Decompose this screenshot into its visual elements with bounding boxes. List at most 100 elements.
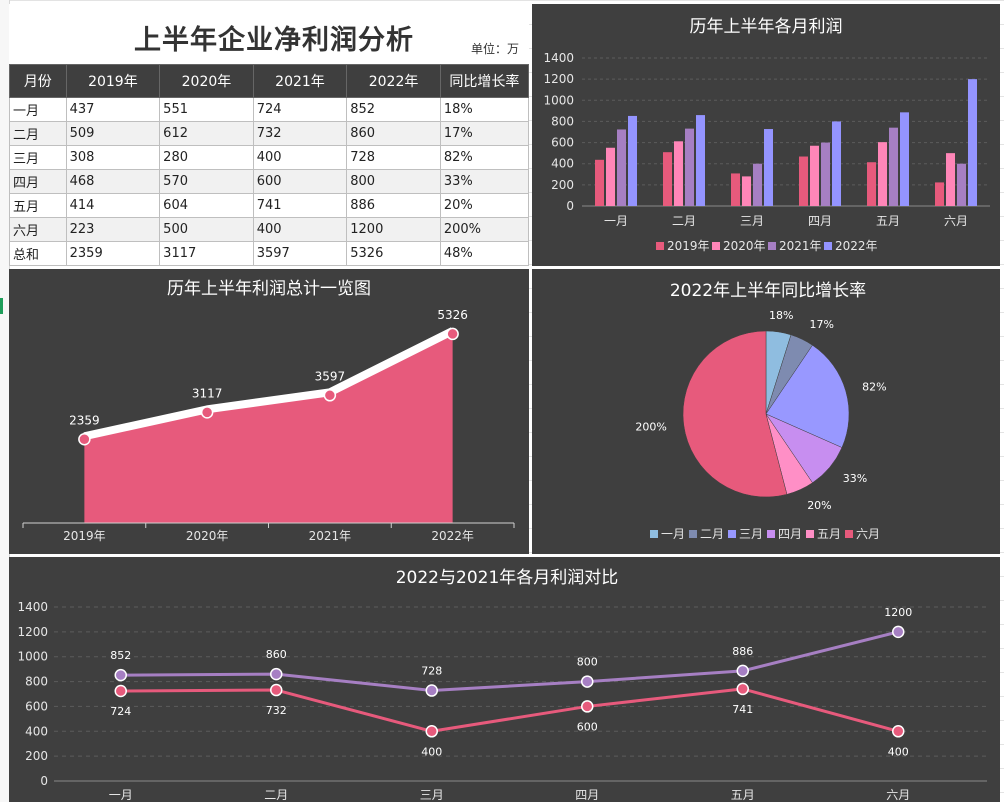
- bar: [753, 163, 762, 206]
- table-cell[interactable]: 48%: [439, 241, 530, 266]
- table-cell[interactable]: 509: [65, 121, 161, 146]
- chart-title: 2022与2021年各月利润对比: [396, 568, 619, 588]
- y-tick-label: 600: [551, 136, 574, 150]
- legend-swatch: [728, 530, 736, 538]
- data-label: 2359: [69, 413, 100, 427]
- y-tick-label: 1000: [543, 93, 574, 107]
- slice-label: 200%: [635, 421, 666, 434]
- table-cell[interactable]: 886: [346, 193, 441, 218]
- table-cell[interactable]: 82%: [439, 145, 530, 170]
- table-cell[interactable]: 852: [346, 97, 441, 122]
- table-cell[interactable]: 3597: [252, 241, 348, 266]
- data-label: 860: [266, 648, 287, 661]
- data-point: [892, 625, 905, 639]
- table-cell[interactable]: 308: [65, 145, 161, 170]
- table-cell[interactable]: 732: [252, 121, 348, 146]
- legend-label: 2020年: [723, 239, 766, 253]
- data-point: [425, 684, 438, 697]
- data-point: [892, 725, 905, 738]
- data-label: 5326: [437, 308, 468, 322]
- legend-swatch: [845, 530, 853, 538]
- y-tick-label: 800: [551, 114, 574, 128]
- table-cell[interactable]: 551: [159, 97, 254, 122]
- table-cell[interactable]: 604: [159, 193, 254, 218]
- x-tick-label: 三月: [420, 788, 444, 802]
- bar: [878, 142, 887, 206]
- table-cell[interactable]: 741: [252, 193, 348, 218]
- table-cell[interactable]: 二月: [9, 121, 67, 146]
- chart-title: 2022年上半年同比增长率: [670, 281, 866, 301]
- table-cell[interactable]: 五月: [9, 193, 67, 218]
- table-cell[interactable]: 223: [65, 217, 161, 242]
- bar: [696, 115, 705, 206]
- table-cell[interactable]: 200%: [439, 217, 530, 242]
- table-cell[interactable]: 17%: [439, 121, 530, 146]
- data-point: [581, 700, 594, 713]
- pie-slice: [765, 344, 850, 448]
- data-point: [270, 667, 283, 681]
- chart-title: 历年上半年各月利润: [690, 17, 843, 37]
- bar: [731, 173, 740, 206]
- data-label: 400: [888, 745, 909, 758]
- monthly-profit-bar-chart: 历年上半年各月利润 0 200 400 600 800 1000 1200 1400 一月 二月 三月…: [543, 17, 990, 253]
- data-label: 724: [110, 705, 131, 718]
- legend-label: 2019年: [667, 239, 710, 253]
- bar: [946, 153, 955, 206]
- table-cell[interactable]: 600: [252, 169, 348, 194]
- x-tick-label: 一月: [604, 214, 628, 228]
- table-cell[interactable]: 860: [346, 121, 441, 146]
- table-cell[interactable]: 437: [65, 97, 161, 122]
- bar: [764, 129, 773, 206]
- table-cell[interactable]: 280: [159, 145, 254, 170]
- table-cell[interactable]: 1200: [346, 217, 441, 242]
- table-cell[interactable]: 500: [159, 217, 254, 242]
- table-header-cell: 2021年: [252, 64, 348, 98]
- x-tick-label: 四月: [808, 214, 832, 228]
- table-cell[interactable]: 800: [346, 169, 441, 194]
- table-cell[interactable]: 414: [65, 193, 161, 218]
- legend-swatch: [656, 242, 664, 250]
- table-cell[interactable]: 18%: [439, 97, 530, 122]
- table-cell[interactable]: 3117: [159, 241, 254, 266]
- y-tick-label: 1000: [17, 650, 48, 664]
- table-cell[interactable]: 468: [65, 169, 161, 194]
- bar: [742, 176, 751, 206]
- table-cell[interactable]: 总和: [9, 241, 67, 266]
- table-cell[interactable]: 四月: [9, 169, 67, 194]
- table-cell[interactable]: 20%: [439, 193, 530, 218]
- table-cell[interactable]: 724: [252, 97, 348, 122]
- unit-label: 单位：万: [470, 42, 519, 56]
- table-cell[interactable]: 728: [346, 145, 441, 170]
- table-cell[interactable]: 一月: [9, 97, 67, 122]
- compare-chart-panel: 2022与2021年各月利润对比 0 200 400 600 800 1000 1200 140…: [9, 557, 1000, 802]
- slice-label: 20%: [807, 499, 831, 512]
- table-cell[interactable]: 612: [159, 121, 254, 146]
- data-label: 400: [421, 745, 442, 758]
- x-tick-label: 一月: [109, 788, 133, 802]
- table-cell[interactable]: 570: [159, 169, 254, 194]
- data-point: [446, 327, 459, 341]
- slice-label: 82%: [862, 380, 886, 393]
- table-row: 六月 223 500 400 1200 200%: [9, 217, 530, 242]
- bar: [968, 79, 977, 206]
- table-cell[interactable]: 六月: [9, 217, 67, 242]
- table-cell[interactable]: 400: [252, 217, 348, 242]
- y-tick-label: 1200: [17, 625, 48, 639]
- table-cell[interactable]: 33%: [439, 169, 530, 194]
- data-label: 741: [732, 703, 753, 716]
- bar: [628, 115, 637, 206]
- y-tick-label: 1400: [17, 600, 48, 614]
- bar: [957, 163, 966, 206]
- data-point: [581, 675, 594, 688]
- legend-label: 2021年: [779, 239, 822, 253]
- table-cell[interactable]: 2359: [65, 241, 161, 266]
- legend-swatch: [712, 242, 720, 250]
- table-cell[interactable]: 400: [252, 145, 348, 170]
- data-label: 800: [577, 656, 598, 669]
- bar: [595, 159, 604, 206]
- data-label: 3117: [192, 386, 223, 400]
- series-line: [120, 630, 899, 693]
- table-cell[interactable]: 5326: [346, 241, 441, 266]
- table-cell[interactable]: 三月: [9, 145, 67, 170]
- x-tick-label: 2020年: [186, 529, 229, 543]
